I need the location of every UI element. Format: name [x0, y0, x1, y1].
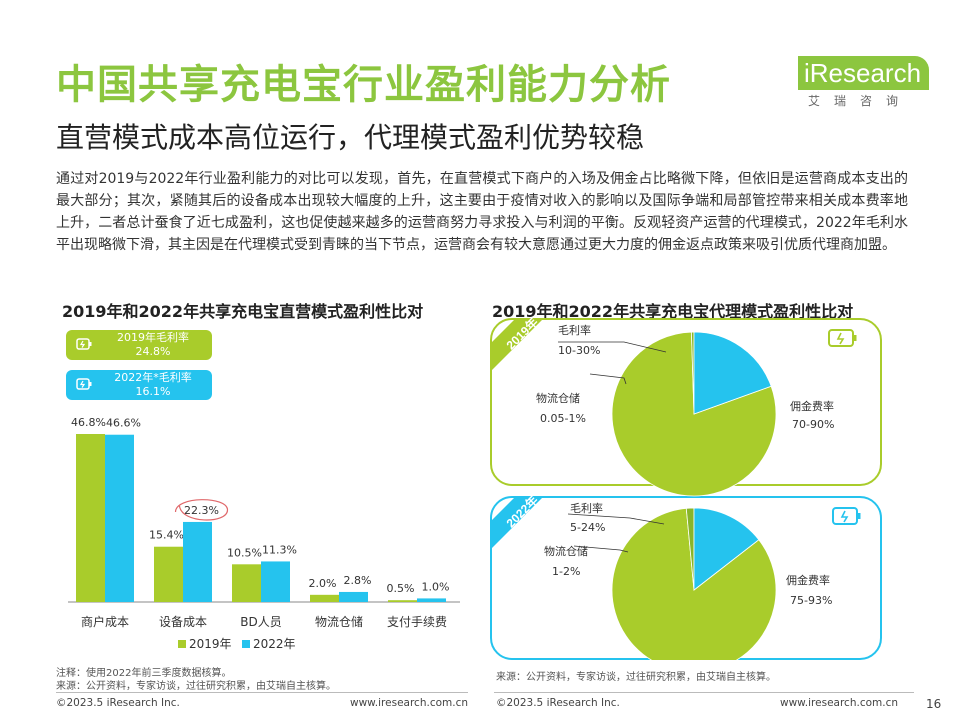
bar-2019 [232, 564, 261, 602]
pie-slice [693, 331, 772, 415]
bar-value-label: 10.5% [227, 546, 262, 559]
bar-value-label: 0.5% [387, 582, 415, 595]
pie2019-logistics-range: 0.05-1% [540, 412, 586, 425]
pie2022-logistics-name: 物流仓储 [544, 545, 588, 558]
pie2019-commission-range: 70-90% [792, 418, 835, 431]
pie2022-commission-name: 佣金费率 [786, 574, 830, 587]
footer-url-left[interactable]: www.iresearch.com.cn [350, 697, 469, 709]
callout-2019-label: 2019年毛利率 [117, 331, 189, 344]
pie2022-margin-range: 5-24% [570, 521, 606, 534]
legend-swatch [242, 640, 250, 648]
bar-2019 [310, 594, 339, 602]
bar-2022 [417, 598, 446, 602]
callout-2022-label: 2022年*毛利率 [114, 371, 192, 384]
pie-charts [558, 331, 777, 660]
year-ribbon-2022: 2022年 [490, 494, 544, 550]
pie2019-logistics-name: 物流仓储 [536, 392, 580, 405]
leader-line [558, 341, 667, 353]
bar-value-label: 1.0% [422, 580, 450, 593]
bar-2022 [339, 591, 368, 602]
category-label: BD人员 [240, 615, 281, 629]
pie-chart-title: 2019年和2022年共享充电宝代理模式盈利性比对 [492, 302, 854, 321]
bar-2022 [183, 521, 212, 602]
battery-icon [832, 507, 861, 525]
bar-chart-source: 来源：公开资料，专家访谈，过往研究积累，由艾瑞自主核算。 [56, 681, 336, 692]
pie2022-logistics-range: 1-2% [552, 565, 581, 578]
pie2019-commission-name: 佣金费率 [790, 400, 834, 413]
pie2019-margin-name: 毛利率 [558, 324, 591, 337]
callout-2022-value: 16.1% [135, 385, 171, 398]
battery-icon [76, 378, 92, 390]
callout-2019-value: 24.8% [135, 345, 171, 358]
page-subtitle: 直营模式成本高位运行，代理模式盈利优势较稳 [56, 121, 645, 154]
legend-swatch [178, 640, 186, 648]
page-number: 16 [926, 697, 942, 711]
callout-2019-margin: 2019年毛利率 24.8% [66, 330, 212, 360]
highlight-ellipse [174, 499, 229, 521]
bar-chart: 46.8% 46.6% 商户成本 15.4%22.3% 设备成本 10.5% 11.3% BD… [68, 416, 460, 651]
logo-cn: 艾瑞咨询 [808, 94, 913, 108]
battery-icon [76, 338, 92, 350]
pie-slice [611, 507, 777, 660]
bar-chart-title: 2019年和2022年共享充电宝直营模式盈利性比对 [62, 302, 424, 321]
footer-copyright-right: ©2023.5 iResearch Inc. [496, 697, 620, 709]
footer-divider-right [494, 692, 914, 693]
bar-value-label: 2.0% [309, 577, 337, 590]
category-label: 物流仓储 [315, 614, 363, 629]
legend-label: 2019年 [189, 637, 232, 651]
pie2019-margin-range: 10-30% [558, 344, 601, 357]
leader-line [567, 513, 665, 525]
pie2022-commission-range: 75-93% [790, 594, 833, 607]
callout-2022-margin: 2022年*毛利率 16.1% [66, 370, 212, 400]
bar-2019 [76, 434, 105, 602]
bar-2022 [261, 561, 290, 602]
footer-divider-left [56, 692, 468, 693]
battery-icon [828, 329, 857, 347]
bar-value-label: 46.6% [106, 417, 141, 430]
category-label: 支付手续费 [387, 615, 447, 629]
body-paragraph: 通过对2019与2022年行业盈利能力的对比可以发现，首先，在直营模式下商户的入… [56, 171, 908, 253]
bar-value-label: 11.3% [262, 543, 297, 556]
iresearch-logo: iResearch 艾瑞咨询 [790, 52, 930, 112]
pie-slice [693, 507, 760, 591]
bar-2022 [105, 434, 134, 602]
bar-value-label: 22.3% [184, 504, 219, 517]
category-label: 设备成本 [159, 615, 207, 629]
legend-label: 2022年 [253, 637, 296, 651]
bar-value-label: 46.8% [71, 416, 106, 429]
footer-copyright-left: ©2023.5 iResearch Inc. [56, 697, 180, 709]
bar-chart-note: 注释：使用2022年前三季度数据核算。 [56, 668, 232, 679]
page-title: 中国共享充电宝行业盈利能力分析 [56, 62, 671, 108]
bar-2019 [154, 546, 183, 602]
leader-line [573, 545, 629, 553]
year-ribbon-2019: 2019年 [490, 316, 544, 372]
logo-brand: iResearch [798, 56, 930, 90]
pie2022-margin-name: 毛利率 [570, 502, 603, 515]
footer-url-right[interactable]: www.iresearch.com.cn [780, 697, 899, 709]
pie-chart-source: 来源：公开资料，专家访谈，过往研究积累，由艾瑞自主核算。 [496, 672, 776, 683]
bar-value-label: 15.4% [149, 529, 184, 542]
category-label: 商户成本 [81, 614, 129, 629]
leader-line [589, 373, 627, 385]
bar-value-label: 2.8% [344, 574, 372, 587]
bar-2019 [388, 600, 417, 602]
